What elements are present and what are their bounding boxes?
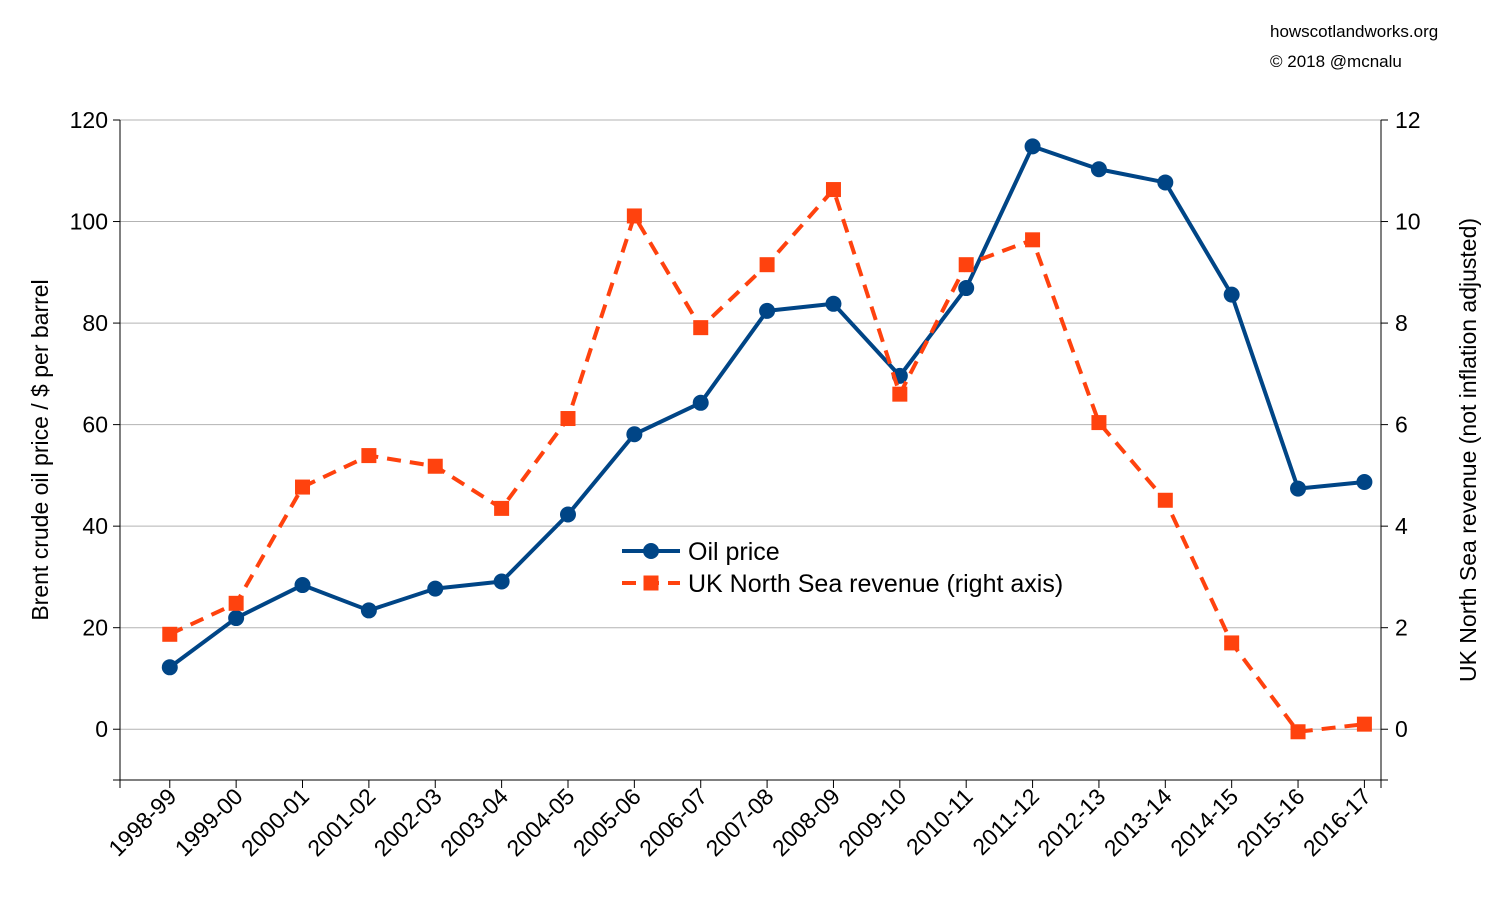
oil-price-point	[1090, 161, 1107, 178]
oil-price-point	[1024, 138, 1041, 155]
north-sea-revenue-point	[1224, 635, 1240, 651]
north-sea-revenue-point	[162, 626, 178, 642]
north-sea-revenue-point	[228, 595, 244, 611]
left-tick-label: 100	[70, 209, 108, 235]
x-axis-ticks: 1998-991999-002000-012001-022002-032003-…	[103, 780, 1382, 861]
oil-price-point	[228, 610, 245, 627]
right-tick-label: 2	[1395, 615, 1408, 641]
oil-price-point	[161, 659, 178, 676]
north-sea-revenue-point	[361, 448, 377, 464]
x-tick-label: 2002-03	[369, 783, 447, 861]
right-tick-label: 12	[1395, 107, 1421, 133]
right-tick-label: 4	[1395, 513, 1408, 539]
north-sea-revenue-point	[560, 411, 576, 427]
north-sea-revenue-point	[494, 500, 510, 516]
oil-price-point	[1290, 480, 1307, 497]
x-tick-label: 2010-11	[901, 783, 978, 860]
legend-label: UK North Sea revenue (right axis)	[688, 570, 1063, 598]
credit-copyright: © 2018 @mcnalu	[1270, 52, 1402, 71]
north-sea-revenue-point	[1356, 716, 1372, 732]
x-tick-label: 1998-99	[103, 783, 181, 861]
gridlines	[120, 119, 1381, 730]
right-tick-label: 6	[1395, 412, 1408, 438]
legend-marker-circle	[643, 543, 659, 559]
series-layer	[161, 138, 1373, 740]
x-tick-label: 2012-13	[1032, 783, 1110, 861]
north-sea-revenue-point	[1157, 492, 1173, 508]
north-sea-revenue-point	[1290, 724, 1306, 740]
right-axis-ticks: 0 2 4 6 8 10 12	[1381, 107, 1421, 781]
oil-price-point	[1157, 174, 1174, 191]
oil-price-point	[825, 295, 842, 312]
right-tick-label: 0	[1395, 716, 1408, 742]
left-tick-label: 0	[95, 716, 108, 742]
oil-price-point	[493, 573, 510, 590]
x-tick-label: 2009-10	[833, 783, 911, 861]
x-tick-label: 2007-08	[701, 783, 779, 861]
x-tick-label: 2016-17	[1298, 783, 1376, 861]
x-tick-label: 2001-02	[302, 783, 380, 861]
x-tick-label: 2013-14	[1099, 783, 1177, 861]
north-sea-revenue-point	[693, 320, 709, 336]
north-sea-revenue-point	[958, 257, 974, 273]
right-axis-label: UK North Sea revenue (not inflation adju…	[1455, 218, 1481, 682]
axes	[119, 120, 1382, 781]
oil-price-point	[559, 506, 576, 523]
oil-price-point	[1223, 286, 1240, 303]
x-tick-label: 2015-16	[1231, 783, 1309, 861]
x-tick-label: 2008-09	[767, 783, 845, 861]
x-tick-label: 2003-04	[435, 783, 513, 861]
north-sea-revenue-point	[892, 386, 908, 402]
x-tick-label: 2000-01	[236, 783, 314, 861]
north-sea-revenue-point	[825, 182, 841, 198]
oil-price-point	[626, 426, 643, 443]
left-tick-label: 60	[82, 412, 108, 438]
oil-price-point	[360, 602, 377, 619]
legend-marker-square	[643, 575, 659, 591]
left-tick-label: 120	[70, 107, 108, 133]
oil-price-point	[427, 580, 444, 597]
legend: Oil price UK North Sea revenue (right axi…	[622, 538, 1063, 598]
x-tick-label: 1999-00	[170, 783, 248, 861]
left-tick-label: 20	[82, 615, 108, 641]
oil-price-point	[958, 280, 975, 297]
credit-site: howscotlandworks.org	[1270, 22, 1439, 41]
north-sea-revenue-point	[1091, 415, 1107, 431]
north-sea-revenue-point	[295, 479, 311, 495]
oil-price-point	[759, 302, 776, 319]
x-tick-label: 2006-07	[634, 783, 712, 861]
oil-price-point	[1356, 473, 1373, 490]
right-tick-label: 8	[1395, 310, 1408, 336]
north-sea-revenue-point	[759, 257, 775, 273]
right-tick-label: 10	[1395, 209, 1421, 235]
x-tick-label: 2011-12	[967, 783, 1044, 860]
north-sea-revenue-point	[427, 458, 443, 474]
north-sea-revenue-point	[626, 208, 642, 224]
oil-price-point	[692, 394, 709, 411]
left-axis-label: Brent crude oil price / $ per barrel	[27, 279, 53, 620]
left-tick-label: 40	[82, 513, 108, 539]
left-tick-label: 80	[82, 310, 108, 336]
x-tick-label: 2014-15	[1165, 783, 1243, 861]
left-axis-ticks: 0 20 40 60 80 100 120	[70, 107, 120, 781]
legend-label: Oil price	[688, 538, 780, 566]
x-tick-label: 2004-05	[501, 783, 579, 861]
north-sea-revenue-point	[1025, 232, 1041, 248]
x-tick-label: 2005-06	[568, 783, 646, 861]
oil-price-point	[294, 577, 311, 594]
